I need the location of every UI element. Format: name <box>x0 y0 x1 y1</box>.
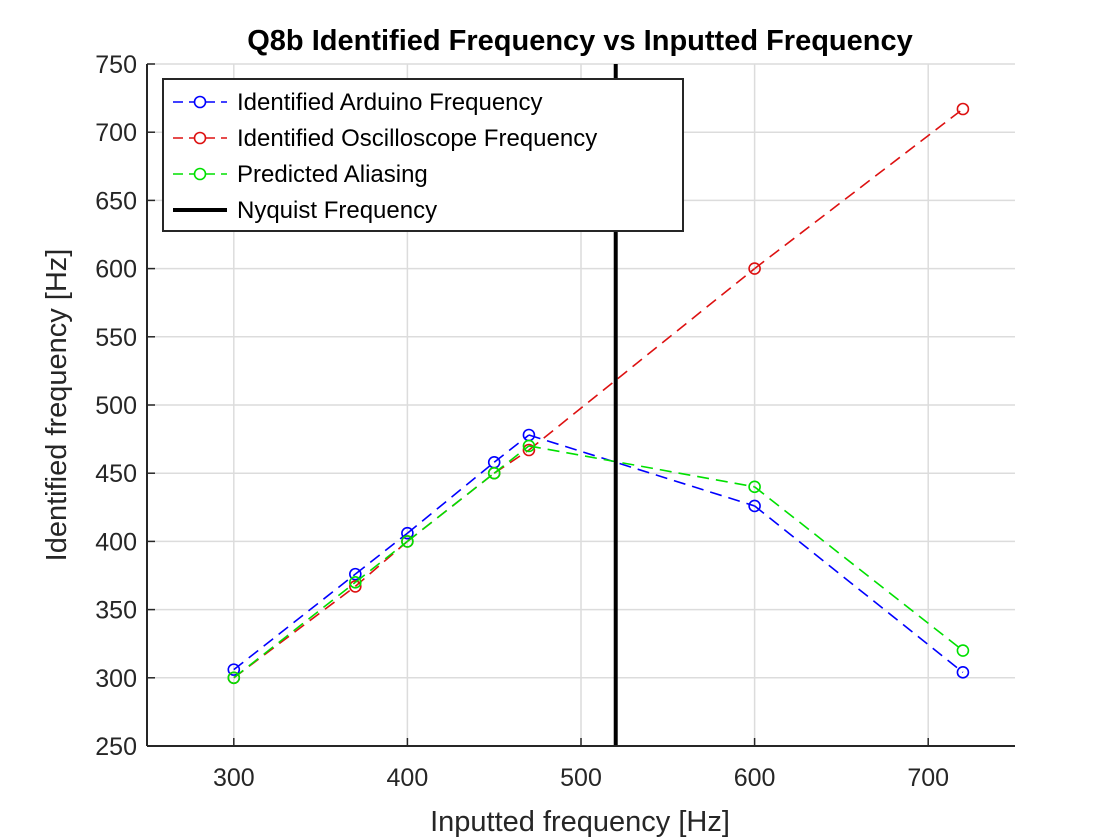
x-tick-label: 500 <box>560 764 602 792</box>
x-tick-label: 300 <box>213 764 255 792</box>
legend-box <box>162 78 684 232</box>
series-2-point <box>349 576 362 589</box>
series-0-segment <box>754 505 964 673</box>
legend-marker-1 <box>193 131 207 145</box>
axes <box>146 63 1015 747</box>
series-2-point <box>522 439 536 453</box>
series-2-point <box>748 480 761 494</box>
series-0-point <box>227 663 241 676</box>
legend-entry-1: Identified Oscilloscope Frequency <box>237 125 597 152</box>
y-tick-label: 750 <box>95 51 137 79</box>
y-tick-label: 700 <box>95 119 137 147</box>
series-1-point <box>956 102 970 116</box>
legend: Identified Arduino Frequency Identified O… <box>162 78 684 232</box>
series-2-segment <box>754 486 964 652</box>
y-tick-label: 550 <box>95 324 137 352</box>
legend-entry-3: Nyquist Frequency <box>237 197 437 224</box>
y-tick-label: 600 <box>95 256 137 284</box>
series-2-point <box>487 466 501 480</box>
y-tick-label: 250 <box>95 733 137 761</box>
series-0-point <box>956 666 970 679</box>
series-1-segment <box>754 108 964 270</box>
x-axis-title: Inputted frequency [Hz] <box>430 806 730 838</box>
series-2 <box>227 439 970 685</box>
x-tick-label: 700 <box>907 764 949 792</box>
y-tick-label: 400 <box>95 528 137 556</box>
series-2-segment <box>233 581 356 679</box>
chart-title: Q8b Identified Frequency vs Inputted Fre… <box>247 25 913 57</box>
series-2-point <box>956 644 970 657</box>
series-2-segment <box>493 445 530 474</box>
y-tick-label: 350 <box>95 597 137 625</box>
legend-marker-0 <box>193 95 207 109</box>
series-1-segment <box>354 540 408 588</box>
tick-labels: 300 400 500 600 700 250 300 350 400 450 500 550 600 6… <box>95 51 949 792</box>
series-1-point <box>522 443 536 457</box>
series-0-segment <box>493 434 530 463</box>
x-tick-label: 400 <box>387 764 429 792</box>
legend-entry-0: Identified Arduino Frequency <box>237 89 543 116</box>
y-tick-label: 500 <box>95 392 137 420</box>
series-0-segment <box>233 573 356 671</box>
x-tick-label: 600 <box>734 764 776 792</box>
y-tick-label: 450 <box>95 460 137 488</box>
y-axis-title: Identified frequency [Hz] <box>41 249 73 562</box>
series-layer <box>227 64 970 746</box>
series-0-segment <box>354 532 408 575</box>
series-1-segment <box>528 267 756 451</box>
series-2-point <box>227 671 241 685</box>
legend-entry-2: Predicted Aliasing <box>237 161 428 188</box>
series-0-point <box>401 526 414 540</box>
y-tick-label: 650 <box>95 187 137 215</box>
series-0-segment <box>528 434 755 507</box>
series-1-point <box>349 580 362 593</box>
y-tick-label: 300 <box>95 665 137 693</box>
series-2-point <box>401 535 414 548</box>
series-1-point <box>748 262 761 275</box>
series-2-segment <box>528 445 755 488</box>
legend-marker-2 <box>193 167 207 181</box>
series-0-point <box>349 567 362 581</box>
series-2-segment <box>354 540 408 583</box>
series-0-point <box>748 499 761 513</box>
